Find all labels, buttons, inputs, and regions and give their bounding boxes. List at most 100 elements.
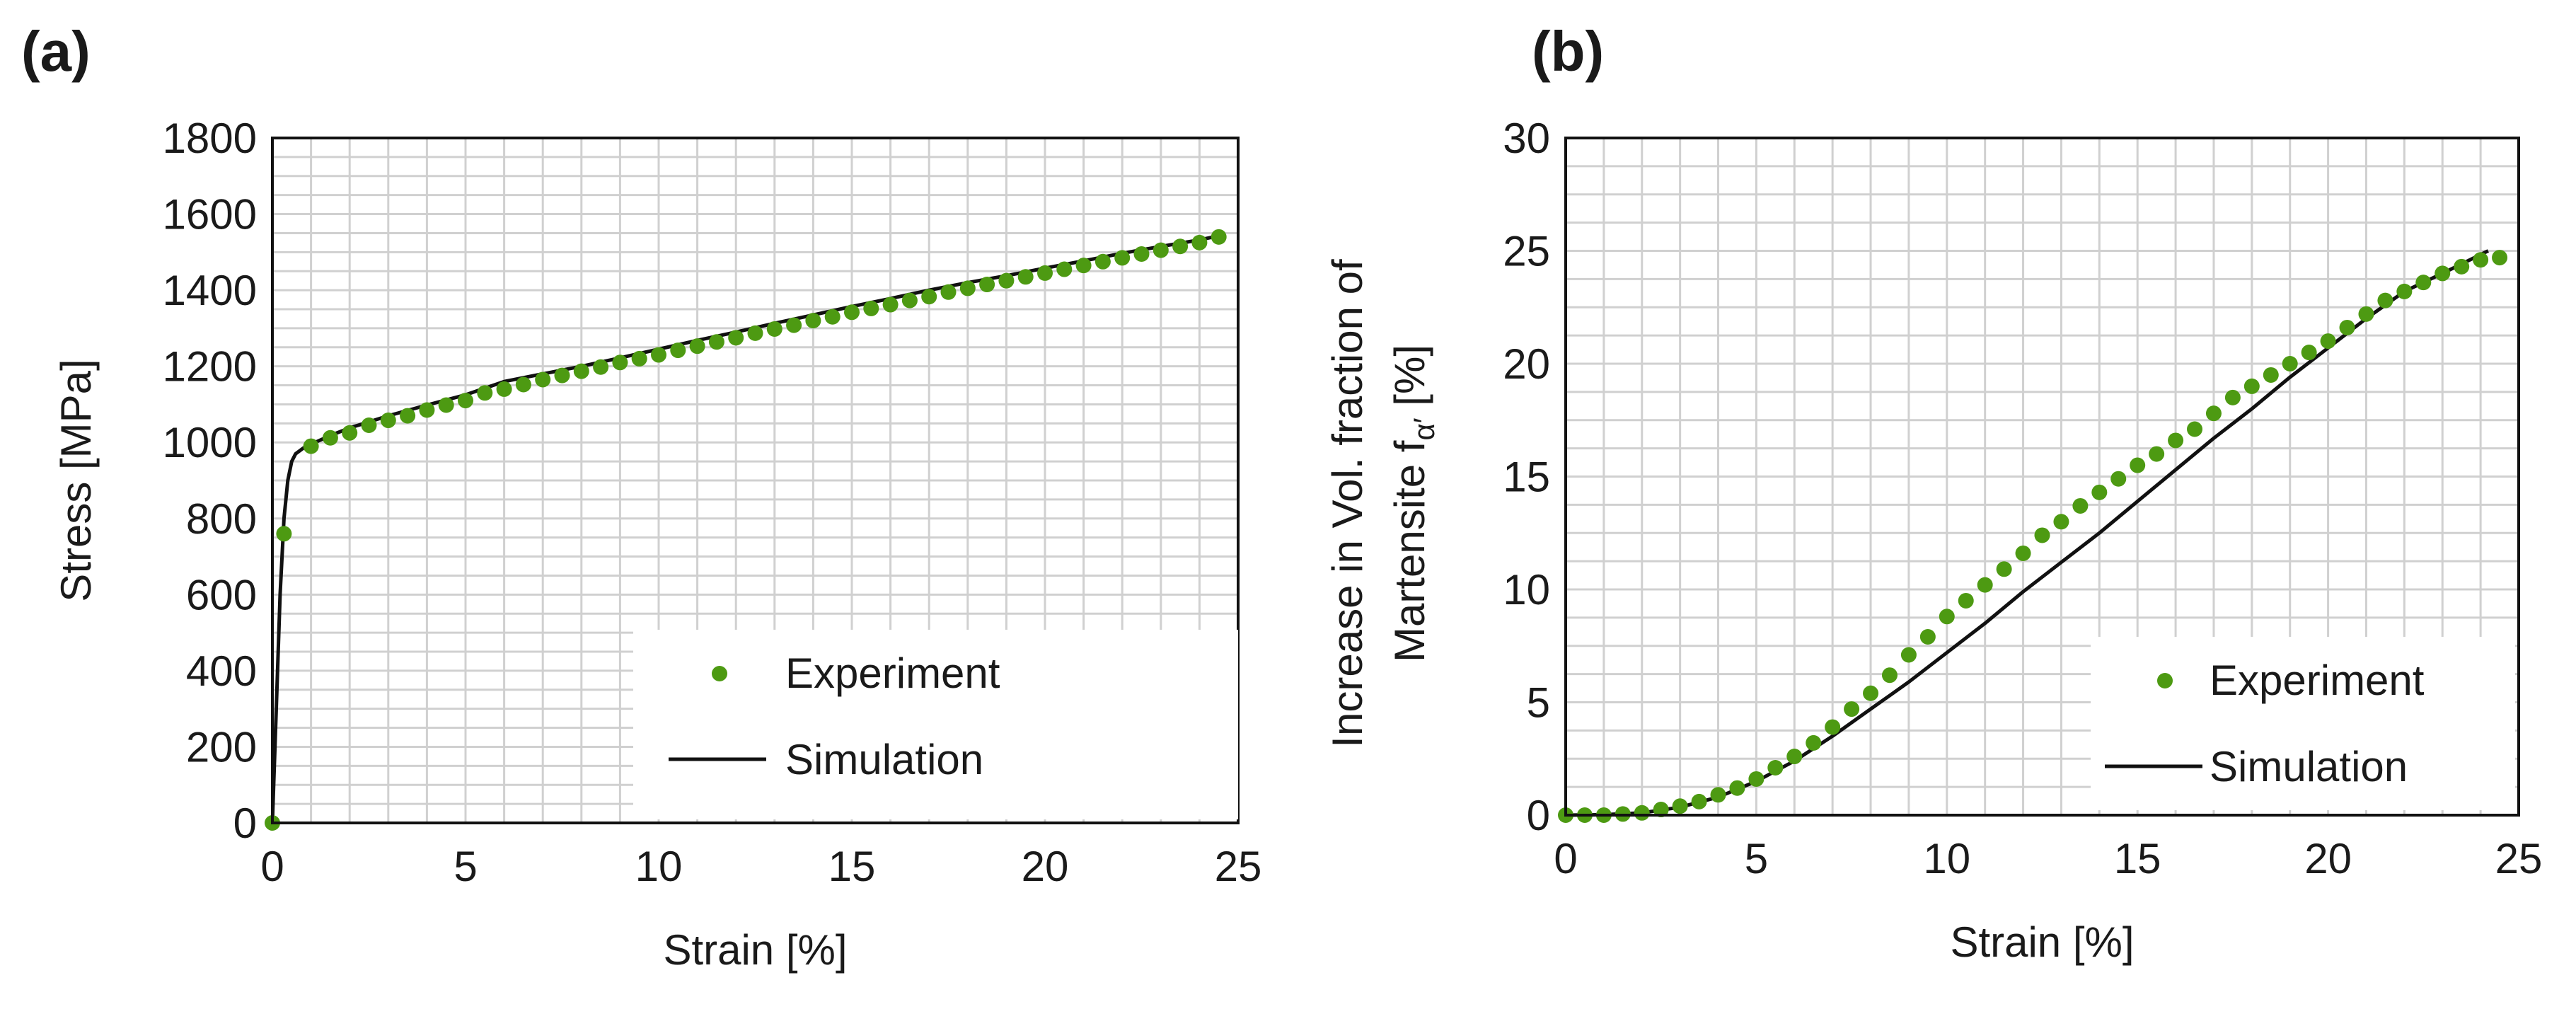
experiment-point <box>2015 545 2031 561</box>
experiment-point <box>1748 771 1764 787</box>
experiment-point <box>1767 760 1784 776</box>
y-tick-label: 0 <box>1527 792 1550 839</box>
experiment-point <box>1844 701 1860 717</box>
experiment-point <box>276 526 292 542</box>
panel-a-legend: Experiment Simulation <box>633 630 1238 819</box>
panel-b-y-axis-title-line2: Martensite fα′ [%] <box>1386 345 1440 662</box>
experiment-point <box>805 313 821 329</box>
experiment-point <box>1729 780 1745 796</box>
panel-a-label: (a) <box>21 20 91 83</box>
y-title-suffix: [%] <box>1386 345 1433 417</box>
experiment-point <box>844 304 860 321</box>
experiment-point <box>1056 261 1073 277</box>
experiment-point <box>1672 798 1688 814</box>
panel-b-experiment-series <box>1558 250 2508 823</box>
panel-b-y-axis-title-line1: Increase in Vol. fraction of <box>1324 259 1371 748</box>
experiment-point <box>342 425 358 441</box>
experiment-point <box>1863 685 1879 701</box>
experiment-point <box>400 408 416 424</box>
panel-a-tick-labels: 0 5 10 15 20 25 0 200 400 600 800 1000 1200 1400 1600 1… <box>163 115 1262 890</box>
experiment-point <box>380 413 396 429</box>
experiment-point <box>631 350 647 367</box>
experiment-point <box>979 277 995 293</box>
experiment-point <box>322 430 338 446</box>
panel-a-plot-frame <box>271 137 1240 824</box>
y-tick-label: 1800 <box>163 115 257 162</box>
experiment-point <box>458 393 473 409</box>
experiment-point <box>2187 421 2203 437</box>
experiment-point <box>496 381 512 397</box>
panel-b-martensite-strain: (b) 0 5 10 15 20 25 0 5 10 15 20 25 30 Experiment Si… <box>1324 20 2542 966</box>
experiment-point <box>2339 319 2355 335</box>
experiment-point <box>573 363 589 379</box>
y-tick-label: 1000 <box>163 419 257 466</box>
panel-a-x-axis-title: Strain [%] <box>663 926 847 974</box>
experiment-point <box>2358 306 2374 322</box>
panel-b-y-axis-title: Increase in Vol. fraction of Martensite … <box>1324 259 1440 748</box>
x-tick-label: 20 <box>2304 835 2352 882</box>
experiment-point <box>554 367 570 384</box>
y-tick-label: 200 <box>186 723 257 771</box>
panel-b-label: (b) <box>1532 20 1604 83</box>
experiment-point <box>940 284 957 300</box>
y-tick-label: 1600 <box>163 191 257 238</box>
x-tick-label: 25 <box>2495 835 2543 882</box>
experiment-point <box>2473 252 2489 268</box>
y-tick-label: 15 <box>1503 454 1550 501</box>
experiment-point <box>708 334 724 350</box>
panel-a-y-axis-title: Stress [MPa] <box>52 359 100 601</box>
y-tick-label: 0 <box>233 800 257 847</box>
experiment-point <box>2130 457 2146 473</box>
experiment-point <box>2205 405 2222 422</box>
y-title-subscript: α′ <box>1407 417 1440 440</box>
experiment-point <box>2053 514 2069 530</box>
experiment-point <box>1153 242 1169 258</box>
experiment-point <box>998 272 1015 289</box>
legend-simulation-label: Simulation <box>785 736 983 783</box>
experiment-point <box>901 292 918 309</box>
experiment-point <box>361 417 377 434</box>
panel-b-legend-box <box>2091 637 2515 810</box>
experiment-point <box>303 438 319 454</box>
experiment-point <box>1634 805 1650 821</box>
experiment-point <box>438 397 454 413</box>
experiment-point <box>1710 787 1726 803</box>
experiment-point <box>959 280 976 296</box>
experiment-point <box>2224 389 2241 405</box>
experiment-point <box>1211 229 1227 245</box>
experiment-point <box>670 342 686 359</box>
legend-simulation-label: Simulation <box>2210 743 2408 790</box>
experiment-point <box>2110 471 2127 487</box>
x-tick-label: 0 <box>1554 835 1577 882</box>
experiment-point <box>2320 333 2336 350</box>
experiment-point <box>2168 432 2184 449</box>
experiment-point <box>921 289 937 305</box>
panel-a-legend-box <box>633 630 1238 819</box>
experiment-point <box>1075 258 1092 274</box>
experiment-point <box>1881 667 1898 684</box>
experiment-point <box>1653 802 1669 818</box>
experiment-point <box>2034 527 2050 543</box>
experiment-point <box>786 317 802 333</box>
y-tick-label: 25 <box>1503 228 1550 275</box>
experiment-point <box>2091 484 2108 500</box>
legend-experiment-label: Experiment <box>2210 657 2425 704</box>
y-tick-label: 600 <box>186 571 257 618</box>
panel-a-experiment-series <box>265 229 1227 831</box>
experiment-point <box>1114 250 1131 266</box>
experiment-point <box>1806 734 1822 751</box>
experiment-point <box>1939 609 1955 625</box>
x-tick-label: 5 <box>1745 835 1768 882</box>
y-tick-label: 400 <box>186 647 257 695</box>
experiment-point <box>2149 446 2165 462</box>
experiment-point <box>863 300 879 316</box>
experiment-point <box>747 325 763 341</box>
y-tick-label: 5 <box>1527 679 1550 727</box>
legend-experiment-marker <box>2157 673 2173 688</box>
y-tick-label: 1200 <box>163 343 257 391</box>
experiment-point <box>1825 719 1841 735</box>
experiment-point <box>2396 283 2413 299</box>
experiment-point <box>515 376 531 393</box>
experiment-point <box>1919 628 1936 645</box>
x-tick-label: 5 <box>454 843 477 890</box>
